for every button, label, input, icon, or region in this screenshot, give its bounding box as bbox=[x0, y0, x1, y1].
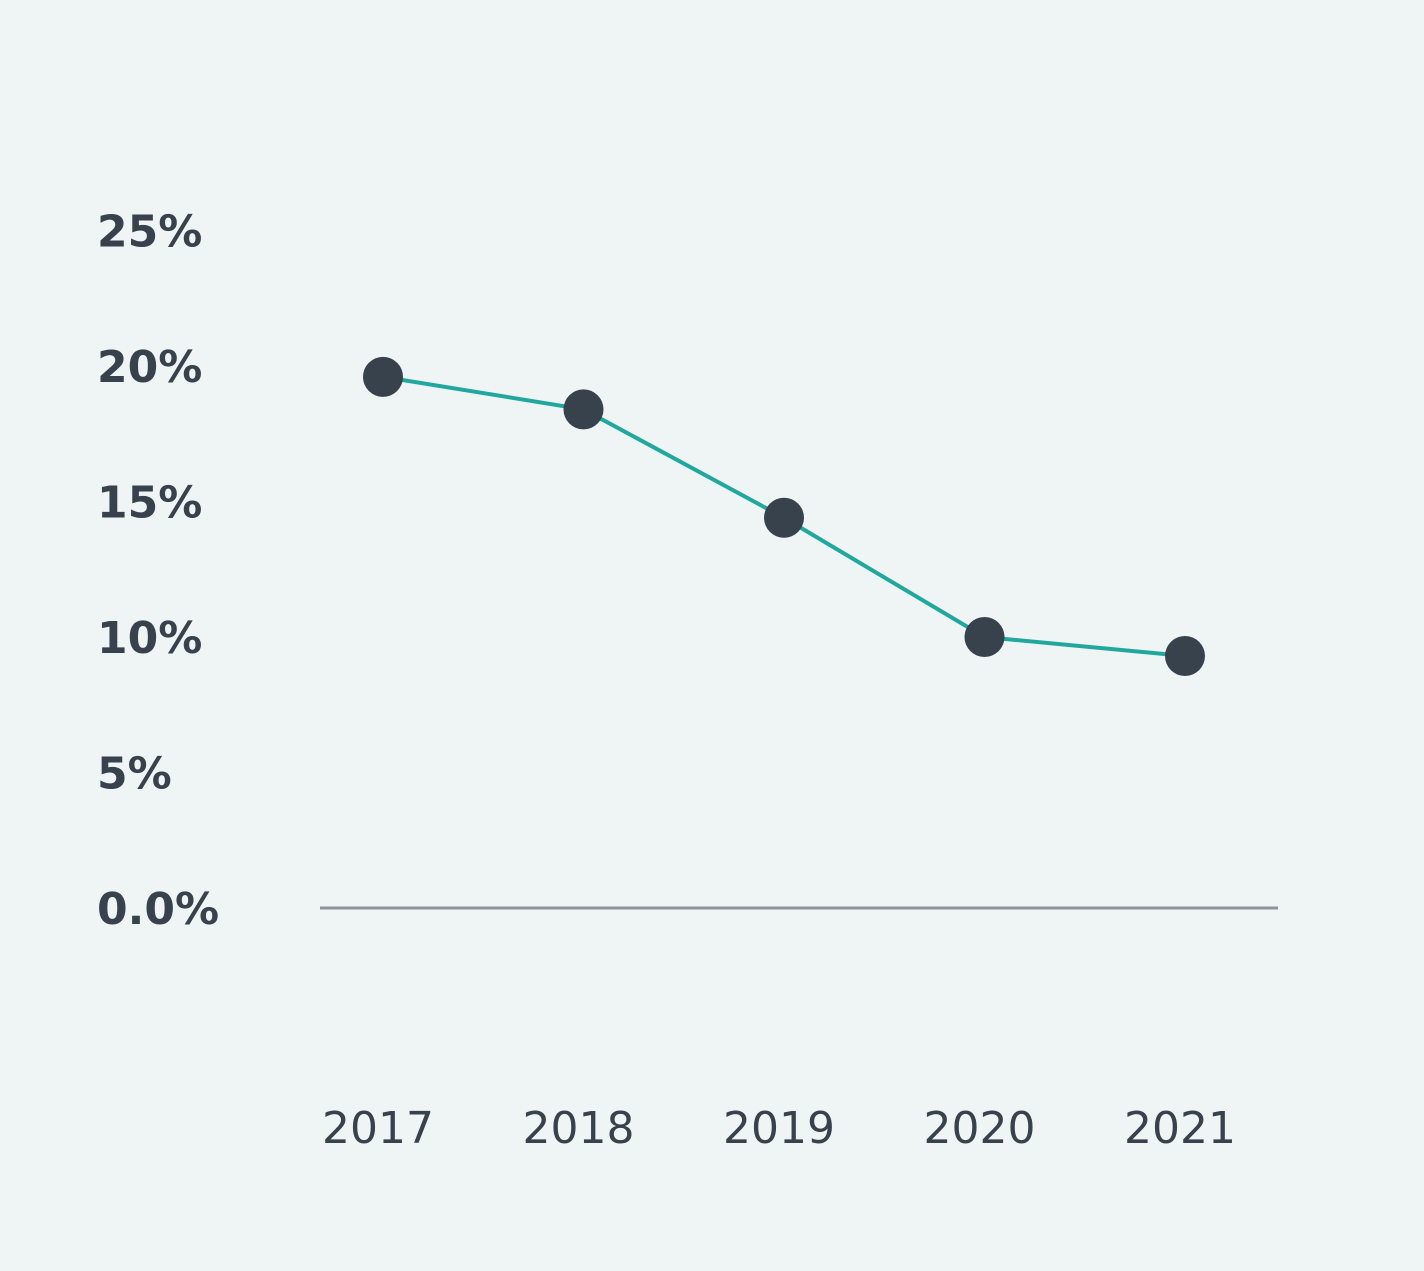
y-tick-label: 5% bbox=[97, 749, 172, 800]
point bbox=[1165, 635, 1205, 676]
x-tick-label: 2019 bbox=[723, 1103, 835, 1154]
y-tick-label: 20% bbox=[97, 342, 202, 393]
y-tick-label: 10% bbox=[97, 613, 202, 664]
x-tick-label: 2021 bbox=[1124, 1103, 1236, 1154]
y-tick-label: 0.0% bbox=[97, 884, 219, 935]
x-tick-label: 2020 bbox=[924, 1103, 1036, 1154]
point bbox=[964, 617, 1005, 657]
y-tick-label: 15% bbox=[97, 478, 202, 529]
point bbox=[764, 497, 804, 538]
point bbox=[563, 389, 604, 430]
x-tick-label: 2017 bbox=[322, 1103, 434, 1154]
point bbox=[363, 356, 403, 397]
y-tick-label: 25% bbox=[97, 207, 202, 258]
x-tick-label: 2018 bbox=[523, 1103, 635, 1154]
